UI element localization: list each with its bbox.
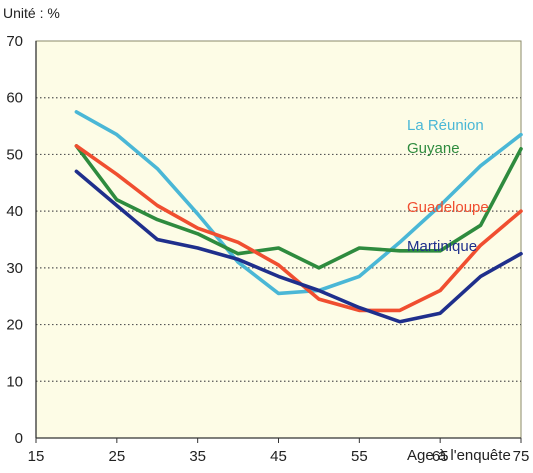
series-labels: La Réunion Guyane Guadeloupe Martinique	[407, 117, 489, 255]
series-label: Guadeloupe	[407, 199, 489, 216]
series-lines	[74, 110, 523, 324]
unit-label: Unité : %	[3, 5, 60, 21]
series-label: Martinique	[407, 238, 477, 255]
y-tick-label: 20	[6, 317, 23, 334]
series-label: La Réunion	[407, 117, 484, 134]
x-tick-label: 65	[432, 448, 449, 465]
y-tick-label: 30	[6, 260, 23, 277]
series-line	[74, 169, 523, 324]
x-tick-label: 75	[513, 448, 530, 465]
y-tick-label: 60	[6, 90, 23, 107]
y-tick-labels: 0 10 20 30 40 50 60 70	[6, 33, 23, 447]
series-label: Guyane	[407, 140, 460, 157]
x-tick-label: 35	[189, 448, 206, 465]
x-axis-title: Age à l'enquête	[407, 447, 511, 464]
y-tick-label: 10	[6, 373, 23, 390]
series-line	[74, 144, 523, 270]
y-tick-label: 70	[6, 33, 23, 50]
y-tick-label: 40	[6, 203, 23, 220]
series-line	[74, 110, 523, 296]
x-tick-label: 15	[28, 448, 45, 465]
y-tick-label: 50	[6, 146, 23, 163]
x-tick-label: 25	[108, 448, 125, 465]
x-tick-label: 55	[351, 448, 368, 465]
plot-area	[35, 40, 522, 439]
y-tick-label: 0	[15, 430, 23, 447]
x-tick-labels: 15 25 35 45 55 65 75	[28, 438, 530, 465]
x-tick-label: 45	[270, 448, 287, 465]
